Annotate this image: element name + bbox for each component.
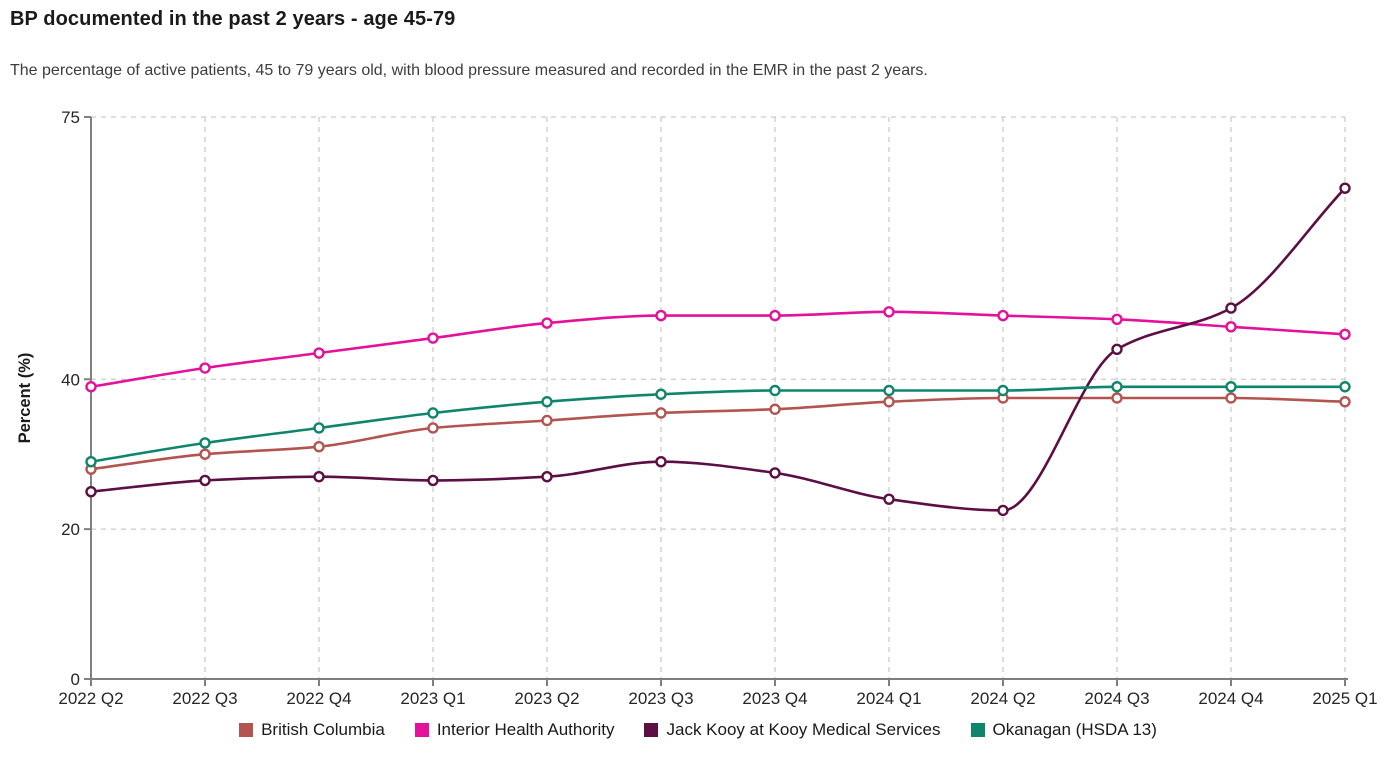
- data-point-jack-kooy-at-kooy-medical-services[interactable]: [313, 470, 325, 483]
- data-point-jack-kooy-at-kooy-medical-services[interactable]: [1339, 182, 1351, 194]
- data-point-okanagan-hsda-13[interactable]: [1225, 381, 1237, 393]
- legend-label: Jack Kooy at Kooy Medical Services: [666, 720, 941, 739]
- data-point-interior-health-authority[interactable]: [85, 381, 97, 393]
- legend-label: British Columbia: [261, 720, 385, 739]
- legend-swatch-icon: [239, 723, 254, 737]
- chart-subtitle: The percentage of active patients, 45 to…: [10, 62, 928, 79]
- y-axis-label: Percent (%): [16, 353, 34, 444]
- x-tick-label: 2023 Q2: [514, 689, 579, 708]
- legend-label: Okanagan (HSDA 13): [992, 720, 1157, 739]
- x-tick-label: 2022 Q3: [172, 689, 237, 708]
- legend-item-okanagan-hsda-13[interactable]: Okanagan (HSDA 13): [970, 720, 1157, 740]
- data-point-interior-health-authority[interactable]: [883, 306, 895, 318]
- data-point-okanagan-hsda-13[interactable]: [883, 384, 895, 397]
- data-point-british-columbia[interactable]: [1339, 396, 1351, 408]
- y-tick-label: 0: [71, 670, 80, 689]
- data-point-okanagan-hsda-13[interactable]: [1339, 381, 1351, 393]
- x-tick-label: 2022 Q4: [286, 689, 351, 708]
- page-title: BP documented in the past 2 years - age …: [10, 8, 456, 30]
- data-point-jack-kooy-at-kooy-medical-services[interactable]: [997, 504, 1009, 517]
- x-tick-label: 2024 Q4: [1198, 689, 1263, 708]
- x-tick-label: 2023 Q1: [400, 689, 465, 708]
- data-point-jack-kooy-at-kooy-medical-services[interactable]: [541, 470, 553, 483]
- data-point-okanagan-hsda-13[interactable]: [427, 407, 439, 419]
- legend-swatch-icon: [414, 723, 429, 737]
- data-point-okanagan-hsda-13[interactable]: [541, 396, 553, 408]
- data-point-british-columbia[interactable]: [313, 441, 325, 453]
- chart-legend: British Columbia Interior Health Authorit…: [0, 720, 1396, 740]
- data-point-jack-kooy-at-kooy-medical-services[interactable]: [427, 474, 439, 487]
- data-point-interior-health-authority[interactable]: [427, 332, 439, 344]
- data-point-okanagan-hsda-13[interactable]: [313, 422, 325, 434]
- data-point-british-columbia[interactable]: [769, 403, 781, 415]
- data-point-jack-kooy-at-kooy-medical-services[interactable]: [1111, 343, 1123, 355]
- legend-swatch-icon: [970, 723, 985, 737]
- data-point-jack-kooy-at-kooy-medical-services[interactable]: [1225, 302, 1237, 314]
- data-point-british-columbia[interactable]: [427, 422, 439, 434]
- y-tick-label: 20: [61, 520, 80, 539]
- data-point-interior-health-authority[interactable]: [655, 309, 667, 322]
- x-tick-label: 2024 Q2: [970, 689, 1035, 708]
- data-point-interior-health-authority[interactable]: [769, 309, 781, 322]
- data-point-okanagan-hsda-13[interactable]: [85, 455, 97, 468]
- data-point-jack-kooy-at-kooy-medical-services[interactable]: [199, 474, 211, 487]
- x-tick-label: 2022 Q2: [58, 689, 123, 708]
- x-tick-label: 2024 Q3: [1084, 689, 1149, 708]
- data-point-interior-health-authority[interactable]: [1111, 313, 1123, 326]
- legend-label: Interior Health Authority: [436, 720, 615, 739]
- legend-item-jack-kooy-at-kooy-medical-services[interactable]: Jack Kooy at Kooy Medical Services: [644, 720, 941, 740]
- x-tick-label: 2024 Q1: [856, 689, 921, 708]
- data-point-okanagan-hsda-13[interactable]: [997, 384, 1009, 397]
- legend-swatch-icon: [644, 723, 659, 737]
- data-point-interior-health-authority[interactable]: [199, 362, 211, 374]
- data-point-british-columbia[interactable]: [199, 448, 211, 460]
- data-point-british-columbia[interactable]: [655, 407, 667, 419]
- data-point-okanagan-hsda-13[interactable]: [199, 437, 211, 449]
- x-tick-label: 2023 Q3: [628, 689, 693, 708]
- data-point-okanagan-hsda-13[interactable]: [769, 384, 781, 397]
- legend-item-interior-health-authority[interactable]: Interior Health Authority: [414, 720, 615, 740]
- data-point-british-columbia[interactable]: [883, 396, 895, 408]
- series-line-jack-kooy-at-kooy-medical-services: [90, 187, 1346, 512]
- x-tick-label: 2025 Q1: [1312, 689, 1377, 708]
- data-point-jack-kooy-at-kooy-medical-services[interactable]: [85, 485, 97, 498]
- data-point-jack-kooy-at-kooy-medical-services[interactable]: [883, 493, 895, 505]
- data-point-okanagan-hsda-13[interactable]: [1111, 381, 1123, 393]
- data-point-okanagan-hsda-13[interactable]: [655, 388, 667, 400]
- series-line-okanagan-hsda-13: [90, 385, 1345, 463]
- y-tick-label: 40: [61, 370, 80, 389]
- data-point-interior-health-authority[interactable]: [1225, 321, 1237, 333]
- data-point-british-columbia[interactable]: [541, 414, 553, 427]
- data-point-interior-health-authority[interactable]: [1339, 328, 1351, 341]
- data-point-jack-kooy-at-kooy-medical-services[interactable]: [655, 455, 667, 468]
- data-point-british-columbia[interactable]: [1111, 392, 1123, 404]
- data-point-interior-health-authority[interactable]: [541, 317, 553, 329]
- x-tick-label: 2023 Q4: [742, 689, 807, 708]
- legend-item-british-columbia[interactable]: British Columbia: [239, 720, 385, 740]
- data-point-interior-health-authority[interactable]: [997, 309, 1009, 322]
- data-point-british-columbia[interactable]: [1225, 392, 1237, 404]
- series-line-british-columbia: [90, 396, 1346, 471]
- y-tick-label: 75: [61, 108, 80, 127]
- data-point-jack-kooy-at-kooy-medical-services[interactable]: [769, 467, 781, 479]
- data-point-interior-health-authority[interactable]: [313, 347, 325, 359]
- series-line-interior-health-authority: [90, 310, 1346, 389]
